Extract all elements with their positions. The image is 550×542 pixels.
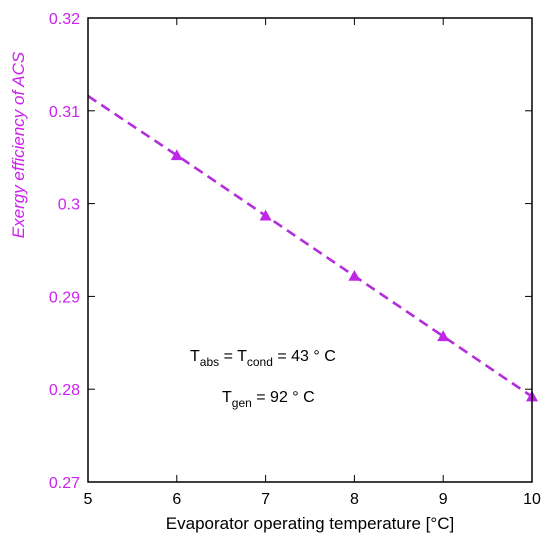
x-tick-label: 6 xyxy=(172,491,181,508)
x-tick-label: 8 xyxy=(350,491,359,508)
annotation-part: = 43 ° C xyxy=(273,348,336,365)
x-tick-label: 5 xyxy=(84,491,93,508)
annotation-part: T xyxy=(222,389,232,406)
series-line xyxy=(87,94,533,398)
plot-frame xyxy=(87,17,533,483)
y-tick-label: 0.3 xyxy=(58,197,80,214)
data-point-triangle xyxy=(259,209,272,221)
annotation-part: abs xyxy=(200,355,219,369)
y-tick-label: 0.28 xyxy=(49,382,80,399)
y-tick-label: 0.29 xyxy=(49,289,80,306)
y-axis-title: Exergy efficiency of ACS xyxy=(9,51,28,238)
annotation-part: = T xyxy=(219,348,247,365)
annotation-2: Tgen = 92 ° C xyxy=(222,389,315,410)
y-axis-ticks: 0.27 0.28 0.29 0.3 0.31 0.32 xyxy=(49,11,532,492)
x-tick-label: 7 xyxy=(261,491,270,508)
annotation-part: gen xyxy=(232,396,252,410)
x-tick-label: 9 xyxy=(439,491,448,508)
x-axis-ticks: 5 6 7 8 9 10 xyxy=(84,18,541,508)
x-tick-label: 10 xyxy=(523,491,541,508)
data-point-triangle xyxy=(437,330,450,342)
data-point-triangle xyxy=(348,269,361,281)
data-point-triangle xyxy=(170,149,183,161)
annotation-part: = 92 ° C xyxy=(252,389,315,406)
y-tick-label: 0.32 xyxy=(49,11,80,28)
x-axis-title: Evaporator operating temperature [°C] xyxy=(166,514,454,533)
y-tick-label: 0.27 xyxy=(49,475,80,492)
annotation-part: cond xyxy=(247,355,273,369)
y-tick-label: 0.31 xyxy=(49,104,80,121)
annotation-1: Tabs = Tcond = 43 ° C xyxy=(190,348,336,369)
annotation-part: T xyxy=(190,348,200,365)
